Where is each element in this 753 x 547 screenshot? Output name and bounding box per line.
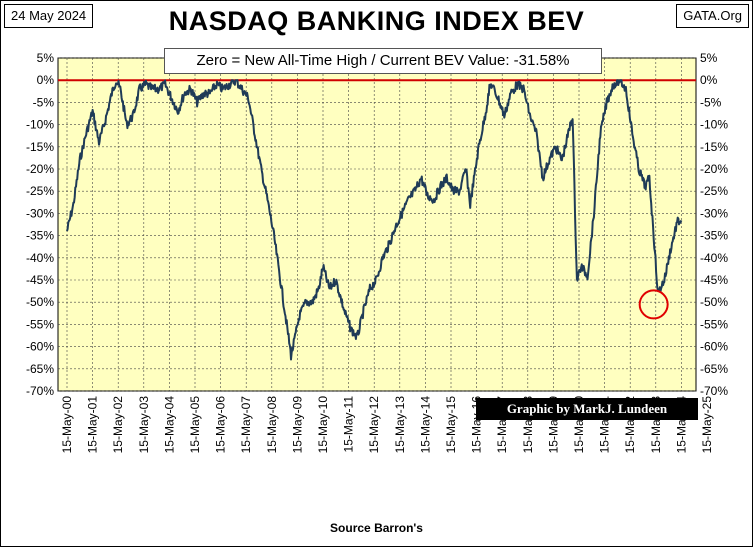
- y-tick-label: -15%: [26, 140, 54, 154]
- y-tick-label-right: -15%: [700, 140, 728, 154]
- y-tick-label-right: 5%: [700, 51, 718, 65]
- x-tick-label: 15-May-11: [342, 396, 356, 453]
- y-tick-label-right: -70%: [700, 384, 728, 398]
- highlight-circle: [638, 289, 669, 320]
- y-tick-label: -35%: [26, 229, 54, 243]
- x-tick-label: 15-May-15: [444, 396, 458, 454]
- source-label: Source Barron's: [330, 521, 423, 535]
- x-tick-label: 15-May-06: [214, 396, 228, 454]
- series-line: [66, 79, 683, 361]
- y-axis-right: 5% 0% -5% -10% -15% -20% -25% -30% -35% -40% -45% -…: [700, 51, 728, 398]
- x-tick-label: 15-May-09: [290, 396, 304, 454]
- y-tick-label-right: -60%: [700, 340, 728, 354]
- x-tick-label: 15-May-08: [265, 396, 279, 454]
- y-tick-label-right: -10%: [700, 118, 728, 132]
- y-tick-label: 0%: [37, 73, 55, 87]
- chart-title: NASDAQ BANKING INDEX BEV: [168, 6, 585, 36]
- y-tick-label-right: -50%: [700, 295, 728, 309]
- y-tick-label-right: -45%: [700, 273, 728, 287]
- series-layer: [66, 79, 683, 361]
- x-tick-label: 15-May-25: [700, 396, 714, 454]
- y-tick-label: -40%: [26, 251, 54, 265]
- x-tick-label: 15-May-01: [86, 396, 100, 454]
- date-label: 24 May 2024: [4, 4, 94, 28]
- plot-area: [57, 57, 697, 392]
- y-tick-label-right: -55%: [700, 317, 728, 331]
- chart-subtitle: Zero = New All-Time High / Current BEV V…: [164, 48, 602, 74]
- annotation-layer: [638, 289, 669, 320]
- y-tick-label: -55%: [26, 317, 54, 331]
- y-tick-label: -30%: [26, 206, 54, 220]
- y-tick-label: -70%: [26, 384, 54, 398]
- y-tick-label: -5%: [33, 95, 55, 109]
- x-tick-label: 15-May-00: [60, 396, 74, 454]
- y-tick-label: 5%: [37, 51, 55, 65]
- y-tick-label: -50%: [26, 295, 54, 309]
- grid-lines: [58, 57, 696, 392]
- x-tick-label: 15-May-04: [162, 396, 176, 454]
- y-tick-label: -25%: [26, 184, 54, 198]
- y-tick-label: -10%: [26, 118, 54, 132]
- y-tick-label-right: -35%: [700, 229, 728, 243]
- y-axis-left: 5% 0% -5% -10% -15% -20% -25% -30% -35% -40% -45% -…: [26, 51, 54, 398]
- source-site-label: GATA.Org: [676, 4, 749, 28]
- y-tick-label: -60%: [26, 340, 54, 354]
- x-tick-label: 15-May-05: [188, 396, 202, 454]
- x-tick-label: 15-May-12: [367, 396, 381, 454]
- y-tick-label: -45%: [26, 273, 54, 287]
- x-tick-label: 15-May-14: [418, 396, 432, 454]
- y-tick-label-right: -25%: [700, 184, 728, 198]
- y-tick-label: -20%: [26, 162, 54, 176]
- x-tick-label: 15-May-13: [393, 396, 407, 454]
- y-tick-label-right: -40%: [700, 251, 728, 265]
- y-tick-label-right: -30%: [700, 206, 728, 220]
- x-tick-label: 15-May-07: [239, 396, 253, 454]
- x-tick-label: 15-May-03: [137, 396, 151, 454]
- y-tick-label-right: 0%: [700, 73, 718, 87]
- y-tick-label: -65%: [26, 362, 54, 376]
- credit-label: Graphic by MarkJ. Lundeen: [476, 398, 698, 420]
- y-tick-label-right: -65%: [700, 362, 728, 376]
- x-tick-label: 15-May-10: [316, 396, 330, 454]
- x-tick-label: 15-May-02: [111, 396, 125, 454]
- y-tick-label-right: -5%: [700, 95, 722, 109]
- y-tick-label-right: -20%: [700, 162, 728, 176]
